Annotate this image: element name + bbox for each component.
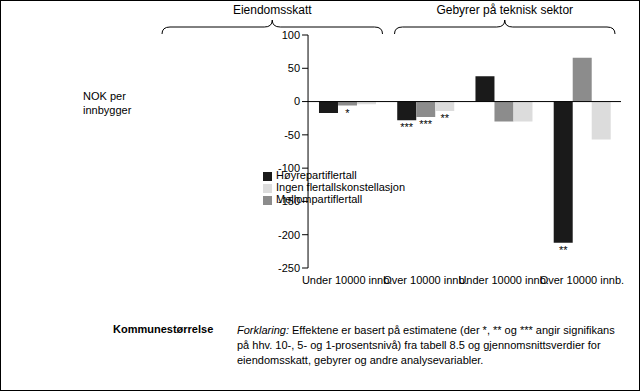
svg-text:***: *** [400,121,414,133]
svg-text:-150: -150 [278,195,300,207]
svg-text:Under 10000 innb.: Under 10000 innb. [302,274,393,286]
svg-text:-200: -200 [278,229,300,241]
svg-text:50: 50 [288,62,300,74]
svg-text:Under 10000 innb.: Under 10000 innb. [458,274,549,286]
svg-text:**: ** [440,112,449,124]
svg-text:-100: -100 [278,162,300,174]
svg-text:0: 0 [294,95,300,107]
svg-text:Gebyrer på teknisk sektor: Gebyrer på teknisk sektor [436,3,573,17]
svg-text:Over 10000 innb.: Over 10000 innb. [540,274,624,286]
svg-text:Eiendomsskatt: Eiendomsskatt [233,3,312,17]
svg-text:***: *** [419,118,433,130]
svg-text:-50: -50 [284,129,300,141]
svg-text:*: * [345,107,350,119]
svg-text:100: 100 [282,29,300,41]
svg-text:Over 10000 innb.: Over 10000 innb. [383,274,467,286]
svg-text:**: ** [559,244,568,256]
svg-text:-250: -250 [278,262,300,274]
